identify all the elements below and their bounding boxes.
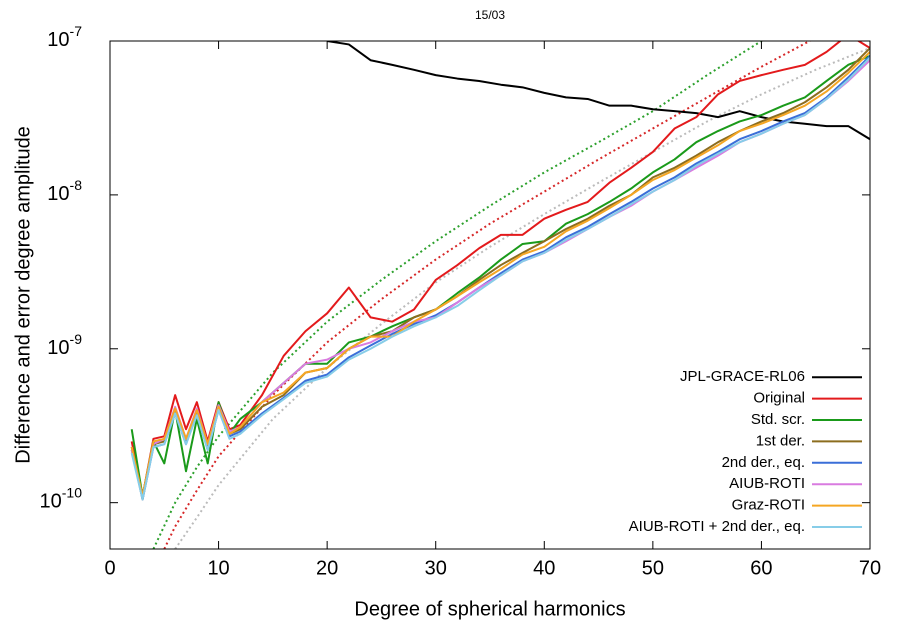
x-tick-label: 70: [859, 557, 881, 579]
y-tick-label: 10-10: [40, 484, 83, 513]
legend-label: 1st der.: [756, 432, 805, 449]
legend-label: Original: [753, 390, 805, 407]
x-axis-label: Degree of spherical harmonics: [354, 598, 625, 620]
y-tick-label: 10-9: [47, 330, 82, 359]
y-tick-exponent: -7: [70, 23, 83, 39]
series-line: [130, 54, 870, 498]
series-line: [130, 56, 870, 501]
x-tick-label: 10: [207, 557, 229, 579]
series-line: [130, 51, 870, 498]
x-tick-label: 0: [104, 557, 115, 579]
series-line: [130, 41, 870, 498]
legend-label: Graz-ROTI: [732, 497, 805, 514]
y-tick-base: 10: [40, 491, 62, 513]
x-tick-label: 30: [425, 557, 447, 579]
error-curves: [152, 41, 870, 549]
y-tick-base: 10: [47, 183, 69, 205]
error-curve: [174, 47, 870, 549]
legend-label: Std. scr.: [751, 411, 805, 428]
legend: JPL-GRACE-RL06 Original Std. scr. 1st der. 2…: [629, 368, 862, 535]
y-axis-label: Difference and error degree amplitude: [12, 126, 34, 464]
y-tick-exponent: -8: [70, 177, 83, 193]
x-tick-label: 60: [750, 557, 772, 579]
error-curve: [152, 41, 764, 549]
data-lines: [130, 41, 870, 501]
legend-label: AIUB-ROTI: [729, 475, 805, 492]
plot-frame: [109, 40, 871, 550]
legend-label: JPL-GRACE-RL06: [680, 368, 805, 385]
x-tick-label: 20: [316, 557, 338, 579]
y-tick-label: 10-7: [47, 23, 82, 52]
y-tick-exponent: -10: [62, 484, 82, 500]
x-tick-label: 50: [642, 557, 664, 579]
y-tick-label: 10-8: [47, 177, 82, 206]
series-line: [326, 41, 870, 141]
legend-label: 2nd der., eq.: [722, 454, 805, 471]
x-tick-label: 40: [533, 557, 555, 579]
y-tick-base: 10: [47, 337, 69, 359]
chart-title: 15/03: [475, 8, 505, 22]
error-curve: [163, 41, 812, 549]
legend-label: AIUB-ROTI + 2nd der., eq.: [629, 518, 805, 535]
y-tick-base: 10: [47, 29, 69, 51]
y-tick-exponent: -9: [70, 330, 83, 346]
